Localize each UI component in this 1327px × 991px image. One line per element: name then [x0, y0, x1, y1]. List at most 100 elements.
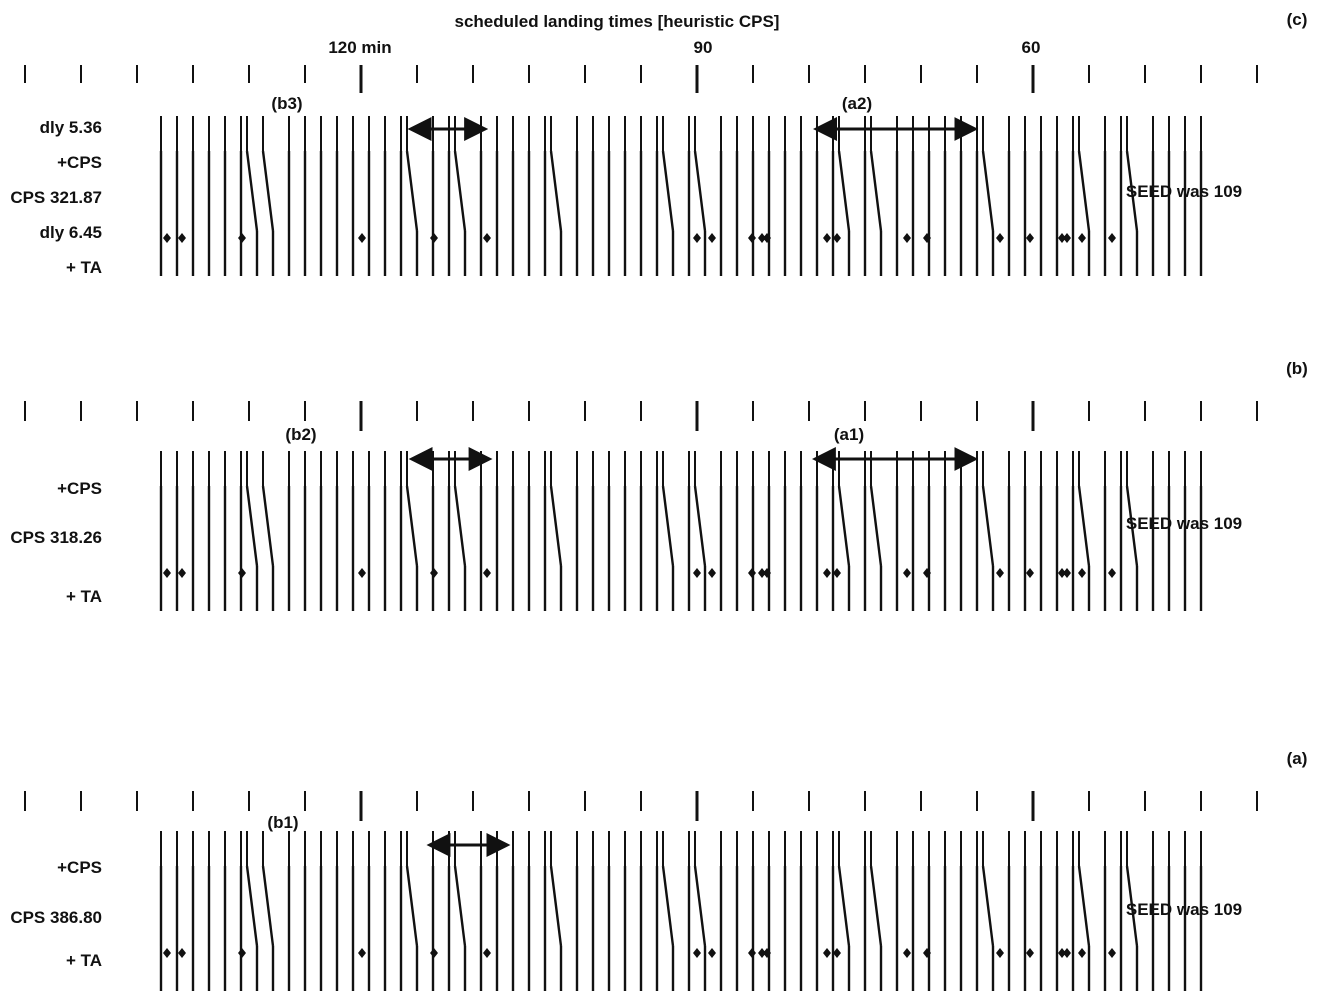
aircraft-line-c: [661, 150, 675, 232]
aircraft-line-b: [981, 485, 995, 567]
target-marker-a: [748, 948, 756, 958]
target-marker-a: [823, 948, 831, 958]
target-marker-a: [903, 948, 911, 958]
target-marker-a: [430, 948, 438, 958]
aircraft-line-b: [869, 485, 883, 567]
target-marker-a: [1026, 948, 1034, 958]
target-marker-b: [923, 568, 931, 578]
row-label-b-ta: + TA: [66, 587, 102, 606]
row-label-c-dly2: dly 5.36: [40, 118, 102, 137]
aircraft-line-a: [693, 865, 707, 947]
target-marker-c: [163, 233, 171, 243]
aircraft-line-c: [1125, 150, 1139, 232]
aircraft-line-a: [661, 865, 675, 947]
target-marker-b: [748, 568, 756, 578]
target-marker-b: [763, 568, 771, 578]
arrow-label-a1: (a1): [834, 425, 864, 444]
aircraft-line-c: [1077, 150, 1091, 232]
aircraft-line-c: [837, 150, 851, 232]
row-label-b-pcps: +CPS: [57, 479, 102, 498]
target-marker-a: [1108, 948, 1116, 958]
arrow-label-b1: (b1): [267, 813, 298, 832]
row-label-b-cps: CPS 318.26: [10, 528, 102, 547]
target-marker-a: [358, 948, 366, 958]
row-label-a-ta: + TA: [66, 951, 102, 970]
aircraft-line-b: [453, 485, 467, 567]
aircraft-line-b: [261, 485, 275, 567]
target-marker-a: [996, 948, 1004, 958]
diagram-graphics: [24, 65, 1258, 991]
target-marker-c: [238, 233, 246, 243]
row-label-c-ta: + TA: [66, 258, 102, 277]
target-marker-a: [163, 948, 171, 958]
target-marker-b: [823, 568, 831, 578]
target-marker-a: [758, 948, 766, 958]
target-marker-c: [823, 233, 831, 243]
target-marker-c: [1058, 233, 1066, 243]
target-marker-b: [178, 568, 186, 578]
target-marker-b: [758, 568, 766, 578]
aircraft-line-b: [405, 485, 419, 567]
target-marker-a: [178, 948, 186, 958]
target-marker-c: [483, 233, 491, 243]
target-marker-a: [708, 948, 716, 958]
x-axis-label: scheduled landing times [heuristic CPS]: [455, 12, 780, 31]
target-marker-c: [748, 233, 756, 243]
aircraft-line-c: [453, 150, 467, 232]
target-marker-c: [693, 233, 701, 243]
arrow-label-b2: (b2): [285, 425, 316, 444]
row-label-a-cps: CPS 386.80: [10, 908, 102, 927]
target-marker-b: [1078, 568, 1086, 578]
row-label-c-pcps: +CPS: [57, 153, 102, 172]
target-marker-c: [1063, 233, 1071, 243]
target-marker-b: [430, 568, 438, 578]
panel-tag-b: (b): [1286, 359, 1308, 378]
target-marker-c: [763, 233, 771, 243]
target-marker-c: [1108, 233, 1116, 243]
target-marker-b: [1063, 568, 1071, 578]
target-marker-a: [483, 948, 491, 958]
panel-tag-a: (a): [1287, 749, 1308, 768]
aircraft-line-a: [1125, 865, 1139, 947]
target-marker-b: [483, 568, 491, 578]
aircraft-line-c: [405, 150, 419, 232]
target-marker-a: [923, 948, 931, 958]
target-marker-c: [996, 233, 1004, 243]
target-marker-a: [1063, 948, 1071, 958]
aircraft-line-c: [981, 150, 995, 232]
target-marker-b: [1108, 568, 1116, 578]
target-marker-b: [708, 568, 716, 578]
aircraft-line-c: [549, 150, 563, 232]
x-tick-label-60: 60: [1022, 38, 1041, 57]
aircraft-line-b: [549, 485, 563, 567]
target-marker-a: [763, 948, 771, 958]
aircraft-line-c: [245, 150, 259, 232]
aircraft-line-c: [693, 150, 707, 232]
target-marker-b: [163, 568, 171, 578]
aircraft-line-a: [1077, 865, 1091, 947]
aircraft-line-b: [661, 485, 675, 567]
target-marker-b: [358, 568, 366, 578]
target-marker-c: [708, 233, 716, 243]
target-marker-b: [903, 568, 911, 578]
row-label-c-cps: CPS 321.87: [10, 188, 102, 207]
aircraft-line-a: [405, 865, 419, 947]
target-marker-c: [178, 233, 186, 243]
target-marker-b: [833, 568, 841, 578]
target-marker-b: [693, 568, 701, 578]
aircraft-line-a: [453, 865, 467, 947]
target-marker-c: [758, 233, 766, 243]
panel-tag-c: (c): [1287, 10, 1308, 29]
row-label-c-dly1: dly 6.45: [40, 223, 102, 242]
target-marker-a: [238, 948, 246, 958]
target-marker-c: [1078, 233, 1086, 243]
aircraft-line-c: [261, 150, 275, 232]
target-marker-c: [833, 233, 841, 243]
target-marker-a: [833, 948, 841, 958]
aircraft-line-a: [981, 865, 995, 947]
aircraft-line-b: [693, 485, 707, 567]
aircraft-line-a: [869, 865, 883, 947]
target-marker-c: [903, 233, 911, 243]
